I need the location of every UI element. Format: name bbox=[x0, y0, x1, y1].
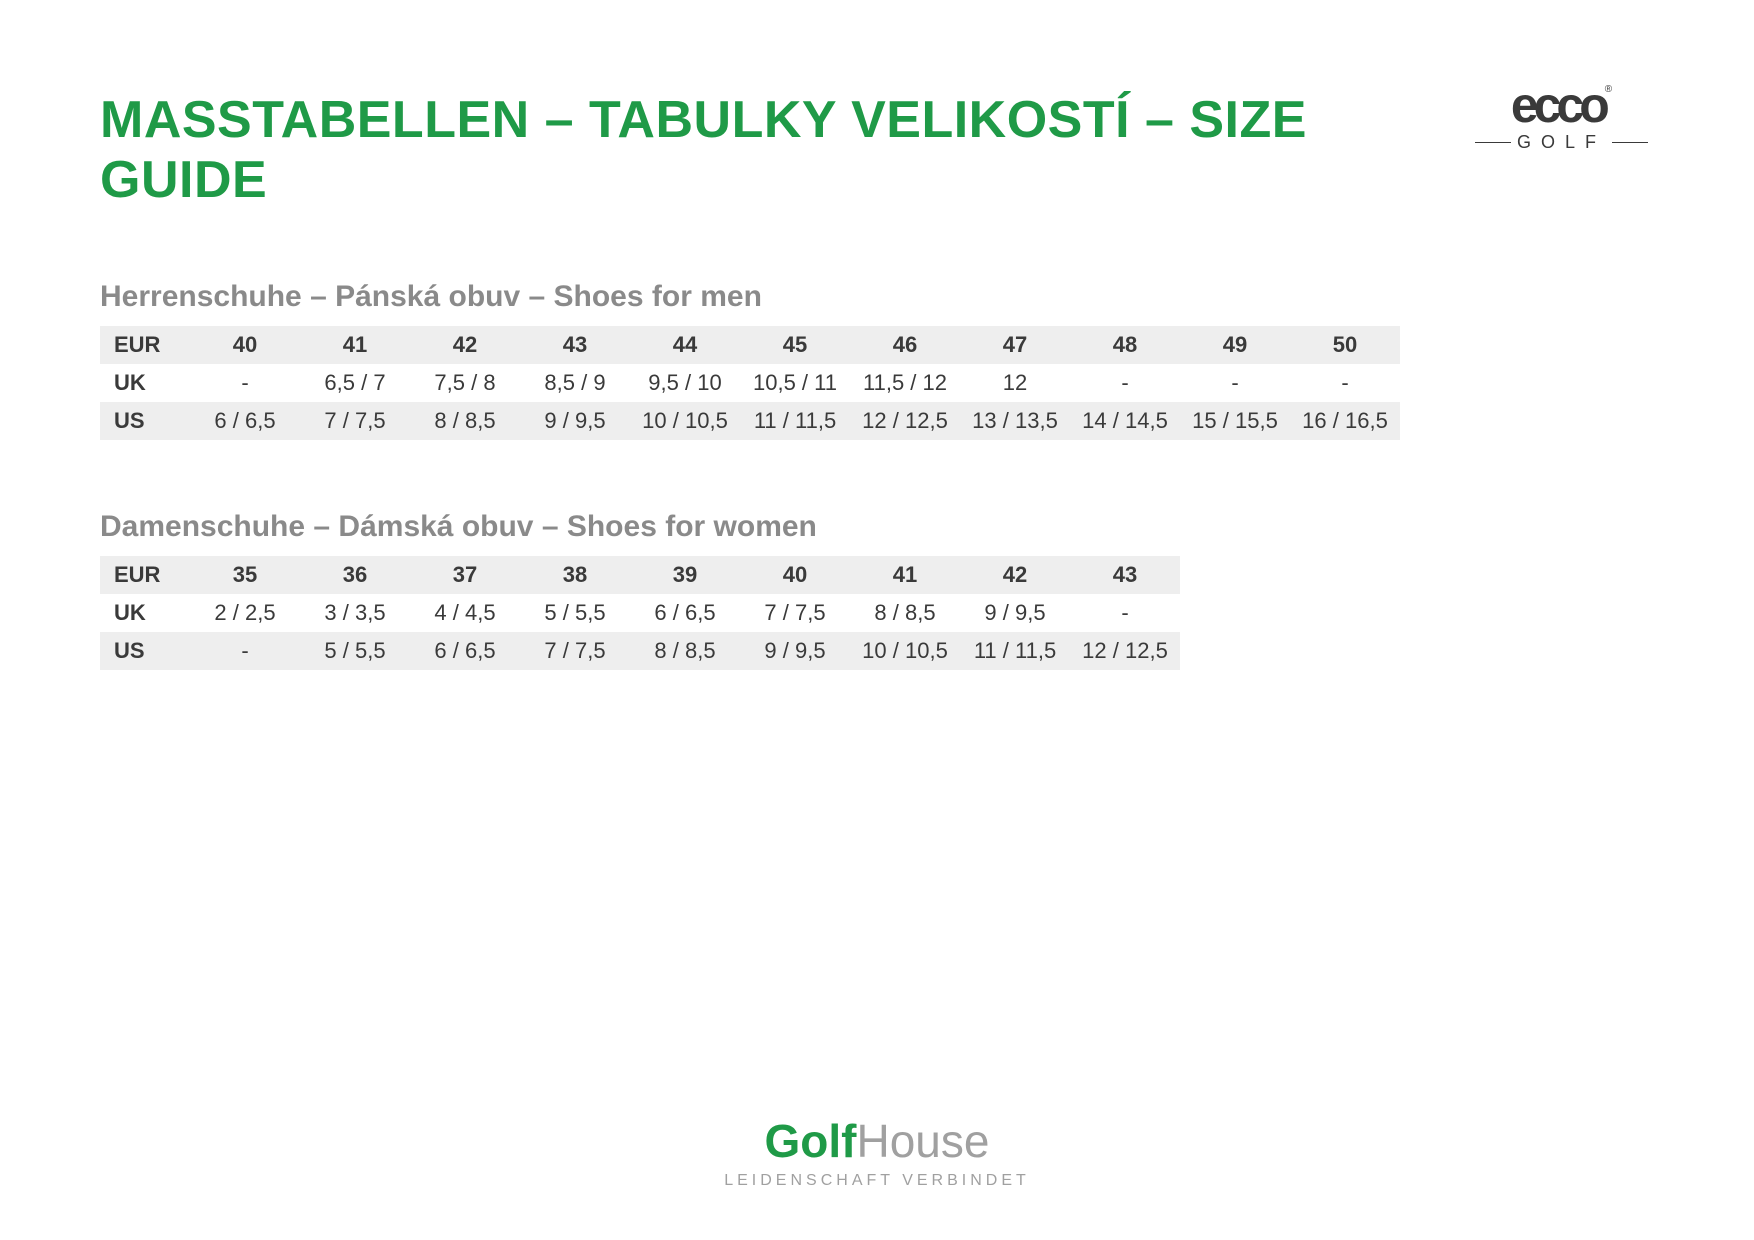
cell: 39 bbox=[630, 556, 740, 594]
cell: 16 / 16,5 bbox=[1290, 402, 1400, 440]
ecco-line-right bbox=[1612, 142, 1648, 143]
cell: 4 / 4,5 bbox=[410, 594, 520, 632]
cell: 11 / 11,5 bbox=[960, 632, 1070, 670]
cell: 11,5 / 12 bbox=[850, 364, 960, 402]
cell: 14 / 14,5 bbox=[1070, 402, 1180, 440]
cell: 7 / 7,5 bbox=[300, 402, 410, 440]
cell: 6,5 / 7 bbox=[300, 364, 410, 402]
table-row: EUR4041424344454647484950 bbox=[100, 326, 1400, 364]
cell: - bbox=[1070, 594, 1180, 632]
row-label: UK bbox=[100, 364, 190, 402]
ecco-line-left bbox=[1475, 142, 1511, 143]
ecco-brand-text: ecco bbox=[1511, 77, 1605, 133]
cell: - bbox=[1180, 364, 1290, 402]
cell: 37 bbox=[410, 556, 520, 594]
cell: 47 bbox=[960, 326, 1070, 364]
golfhouse-tagline: LEIDENSCHAFT VERBINDET bbox=[0, 1172, 1754, 1190]
cell: 6 / 6,5 bbox=[190, 402, 300, 440]
golfhouse-bold: Golf bbox=[765, 1115, 857, 1167]
cell: 12 / 12,5 bbox=[850, 402, 960, 440]
cell: 10 / 10,5 bbox=[630, 402, 740, 440]
men-section: Herrenschuhe – Pánská obuv – Shoes for m… bbox=[100, 280, 1654, 440]
cell: 43 bbox=[1070, 556, 1180, 594]
cell: 35 bbox=[190, 556, 300, 594]
cell: 50 bbox=[1290, 326, 1400, 364]
cell: 45 bbox=[740, 326, 850, 364]
cell: 6 / 6,5 bbox=[410, 632, 520, 670]
men-table: EUR4041424344454647484950UK-6,5 / 77,5 /… bbox=[100, 326, 1400, 440]
cell: 8 / 8,5 bbox=[410, 402, 520, 440]
cell: 41 bbox=[850, 556, 960, 594]
cell: 2 / 2,5 bbox=[190, 594, 300, 632]
row-label: US bbox=[100, 632, 190, 670]
ecco-subline: GOLF bbox=[1469, 132, 1654, 153]
cell: 8 / 8,5 bbox=[630, 632, 740, 670]
women-section: Damenschuhe – Dámská obuv – Shoes for wo… bbox=[100, 510, 1654, 670]
cell: 7 / 7,5 bbox=[520, 632, 630, 670]
cell: 5 / 5,5 bbox=[520, 594, 630, 632]
golfhouse-logo: GolfHouse bbox=[0, 1114, 1754, 1168]
cell: 10,5 / 11 bbox=[740, 364, 850, 402]
cell: 8,5 / 9 bbox=[520, 364, 630, 402]
cell: 40 bbox=[740, 556, 850, 594]
cell: 48 bbox=[1070, 326, 1180, 364]
cell: 15 / 15,5 bbox=[1180, 402, 1290, 440]
ecco-brand: ecco® bbox=[1469, 80, 1654, 130]
cell: 11 / 11,5 bbox=[740, 402, 850, 440]
table-row: UK-6,5 / 77,5 / 88,5 / 99,5 / 1010,5 / 1… bbox=[100, 364, 1400, 402]
ecco-logo: ecco® GOLF bbox=[1469, 80, 1654, 153]
cell: 43 bbox=[520, 326, 630, 364]
cell: - bbox=[190, 632, 300, 670]
cell: 40 bbox=[190, 326, 300, 364]
cell: 7 / 7,5 bbox=[740, 594, 850, 632]
cell: 9,5 / 10 bbox=[630, 364, 740, 402]
cell: 42 bbox=[410, 326, 520, 364]
row-label: US bbox=[100, 402, 190, 440]
table-row: EUR353637383940414243 bbox=[100, 556, 1180, 594]
page-title: MASSTABELLEN – TABULKY VELIKOSTÍ – SIZE … bbox=[100, 90, 1469, 210]
cell: 13 / 13,5 bbox=[960, 402, 1070, 440]
table-row: UK2 / 2,53 / 3,54 / 4,55 / 5,56 / 6,57 /… bbox=[100, 594, 1180, 632]
cell: 6 / 6,5 bbox=[630, 594, 740, 632]
women-table: EUR353637383940414243UK2 / 2,53 / 3,54 /… bbox=[100, 556, 1180, 670]
women-section-title: Damenschuhe – Dámská obuv – Shoes for wo… bbox=[100, 510, 1654, 544]
cell: 12 bbox=[960, 364, 1070, 402]
table-row: US-5 / 5,56 / 6,57 / 7,58 / 8,59 / 9,510… bbox=[100, 632, 1180, 670]
ecco-sub-text: GOLF bbox=[1517, 132, 1606, 153]
cell: 44 bbox=[630, 326, 740, 364]
cell: 9 / 9,5 bbox=[520, 402, 630, 440]
table-row: US6 / 6,57 / 7,58 / 8,59 / 9,510 / 10,51… bbox=[100, 402, 1400, 440]
cell: 10 / 10,5 bbox=[850, 632, 960, 670]
cell: - bbox=[190, 364, 300, 402]
cell: 38 bbox=[520, 556, 630, 594]
cell: 41 bbox=[300, 326, 410, 364]
cell: - bbox=[1290, 364, 1400, 402]
row-label: UK bbox=[100, 594, 190, 632]
cell: - bbox=[1070, 364, 1180, 402]
cell: 9 / 9,5 bbox=[740, 632, 850, 670]
ecco-reg: ® bbox=[1605, 84, 1612, 95]
golfhouse-light: House bbox=[857, 1115, 990, 1167]
cell: 36 bbox=[300, 556, 410, 594]
cell: 3 / 3,5 bbox=[300, 594, 410, 632]
footer: GolfHouse LEIDENSCHAFT VERBINDET bbox=[0, 1114, 1754, 1190]
row-label: EUR bbox=[100, 326, 190, 364]
cell: 9 / 9,5 bbox=[960, 594, 1070, 632]
cell: 7,5 / 8 bbox=[410, 364, 520, 402]
cell: 46 bbox=[850, 326, 960, 364]
cell: 8 / 8,5 bbox=[850, 594, 960, 632]
cell: 12 / 12,5 bbox=[1070, 632, 1180, 670]
row-label: EUR bbox=[100, 556, 190, 594]
cell: 49 bbox=[1180, 326, 1290, 364]
cell: 42 bbox=[960, 556, 1070, 594]
header: MASSTABELLEN – TABULKY VELIKOSTÍ – SIZE … bbox=[100, 90, 1654, 210]
men-section-title: Herrenschuhe – Pánská obuv – Shoes for m… bbox=[100, 280, 1654, 314]
cell: 5 / 5,5 bbox=[300, 632, 410, 670]
